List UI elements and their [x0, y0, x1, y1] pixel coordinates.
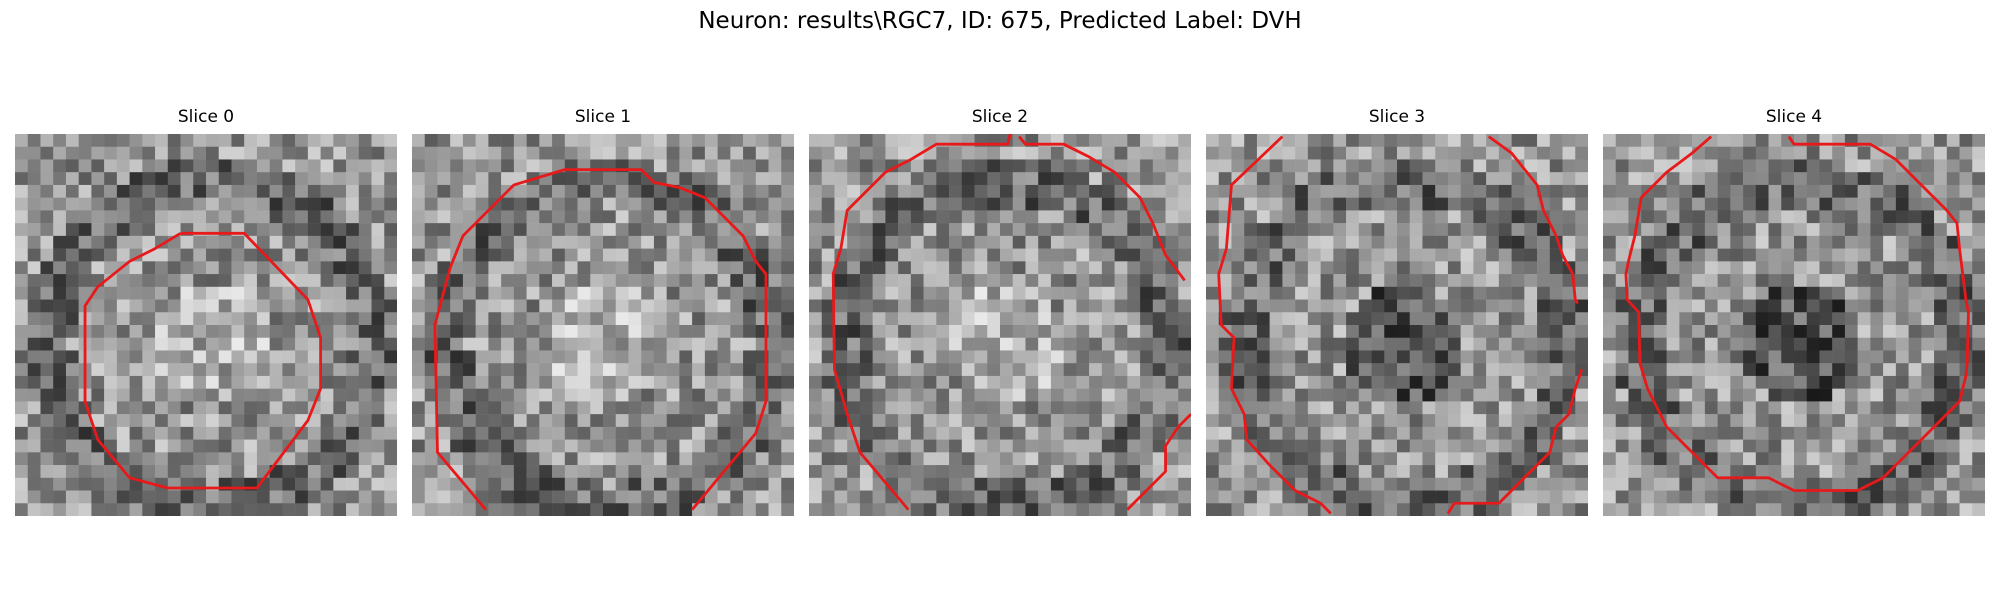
slice-title-3: Slice 3: [1368, 107, 1426, 127]
slice-title-4: Slice 4: [1765, 107, 1823, 127]
cell-contour-3c: [1446, 369, 1583, 515]
slice-image-4: [1603, 134, 1985, 516]
cell-contour-3: [1217, 135, 1332, 515]
cell-contour-0: [83, 231, 323, 490]
cell-contour-3b: [1487, 135, 1579, 305]
cell-contour-4: [1624, 135, 1970, 492]
cell-contour-2b: [1018, 135, 1186, 282]
figure-title: Neuron: results\RGC7, ID: 675, Predicted…: [698, 8, 1302, 34]
slice-title-1: Slice 1: [574, 107, 632, 127]
slice-title-0: Slice 0: [177, 107, 235, 127]
cell-contour-2: [831, 134, 1012, 511]
slice-image-3: [1206, 134, 1588, 516]
cell-contour-1: [433, 168, 768, 511]
slice-panel-4: Slice 4: [1603, 107, 1985, 516]
slice-image-1: [412, 134, 794, 516]
slice-panel-3: Slice 3: [1206, 107, 1588, 516]
cell-contour-2c: [1126, 413, 1191, 511]
slice-image-0: [15, 134, 397, 516]
slice-panel-0: Slice 0: [15, 107, 397, 516]
slice-panel-2: Slice 2: [809, 107, 1191, 516]
slice-image-2: [809, 134, 1191, 516]
slice-title-2: Slice 2: [971, 107, 1029, 127]
slice-panel-1: Slice 1: [412, 107, 794, 516]
